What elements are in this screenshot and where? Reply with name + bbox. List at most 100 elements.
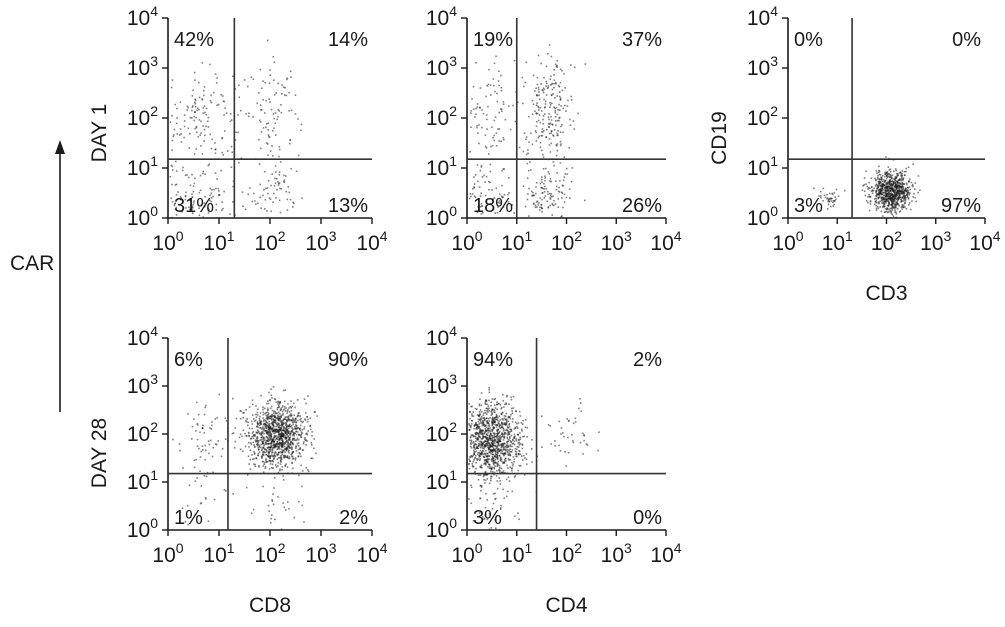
event-dot: [275, 419, 277, 421]
event-dot: [297, 399, 299, 401]
event-dot: [473, 453, 475, 455]
event-dot: [481, 405, 483, 407]
event-dot: [204, 135, 206, 137]
event-dot: [473, 459, 475, 461]
event-dot: [497, 434, 499, 436]
event-dot: [538, 120, 540, 122]
event-dot: [878, 183, 880, 185]
event-dot: [562, 207, 564, 209]
event-dot: [494, 421, 496, 423]
event-dot: [299, 415, 301, 417]
x-axis-label: CD4: [545, 594, 587, 617]
event-dot: [506, 449, 508, 451]
event-dot: [481, 392, 483, 394]
event-dot: [483, 424, 485, 426]
event-dot: [523, 151, 525, 153]
event-dot: [884, 205, 886, 207]
event-dot: [208, 440, 210, 442]
event-dot: [258, 92, 260, 94]
event-dot: [199, 470, 201, 472]
event-dot: [192, 90, 194, 92]
event-dot: [292, 442, 294, 444]
event-dot: [518, 519, 520, 521]
event-dot: [215, 209, 217, 211]
event-dot: [216, 104, 218, 106]
event-dot: [500, 457, 502, 459]
event-dot: [264, 208, 266, 210]
event-dot: [314, 438, 316, 440]
event-dot: [496, 401, 498, 403]
event-dot: [276, 401, 278, 403]
event-dot: [475, 62, 477, 64]
event-dot: [275, 423, 277, 425]
event-dot: [240, 449, 242, 451]
event-dot: [476, 127, 478, 129]
event-dot: [222, 208, 224, 210]
event-dot: [890, 169, 892, 171]
event-dot: [587, 444, 589, 446]
event-dot: [550, 132, 552, 134]
event-dot: [280, 463, 282, 465]
event-dot: [473, 466, 475, 468]
event-dot: [289, 447, 291, 449]
quadrant-lower-right: 13%: [328, 195, 368, 217]
event-dot: [231, 166, 233, 168]
event-dot: [485, 471, 487, 473]
event-dot: [555, 110, 557, 112]
event-dot: [211, 193, 213, 195]
event-dot: [486, 461, 488, 463]
event-dot: [510, 441, 512, 443]
event-dot: [519, 442, 521, 444]
event-dot: [472, 411, 474, 413]
event-dot: [194, 153, 196, 155]
event-dot: [507, 441, 509, 443]
quadrant-lower-left: 18%: [473, 195, 513, 217]
event-dot: [823, 188, 825, 190]
event-dot: [498, 422, 500, 424]
event-dot: [573, 442, 575, 444]
event-dot: [832, 202, 834, 204]
event-dot: [551, 193, 553, 195]
event-dot: [542, 192, 544, 194]
event-dot: [265, 421, 267, 423]
event-dot: [226, 420, 228, 422]
x-tick-label: 101: [203, 228, 234, 255]
event-dot: [484, 463, 486, 465]
event-dot: [498, 421, 500, 423]
event-dot: [494, 409, 496, 411]
event-dot: [556, 65, 558, 67]
event-dot: [541, 110, 543, 112]
event-dot: [882, 181, 884, 183]
event-dot: [281, 421, 283, 423]
event-dot: [514, 437, 516, 439]
event-dot: [279, 402, 281, 404]
event-dot: [882, 206, 884, 208]
x-tick-label: 102: [254, 228, 285, 255]
quadrant-lower-left: 3%: [473, 507, 502, 529]
event-dot: [557, 114, 559, 116]
event-dot: [508, 106, 510, 108]
x-tick-label: 103: [601, 540, 632, 567]
event-dot: [212, 456, 214, 458]
event-dot: [560, 97, 562, 99]
event-dot: [559, 117, 561, 119]
event-dot: [564, 176, 566, 178]
event-dot: [496, 426, 498, 428]
event-dot: [557, 206, 559, 208]
event-dot: [558, 85, 560, 87]
event-dot: [269, 460, 271, 462]
event-dot: [478, 479, 480, 481]
event-dot: [555, 203, 557, 205]
event-dot: [494, 135, 496, 137]
event-dot: [526, 154, 528, 156]
x-tick-label: 102: [551, 228, 582, 255]
event-dot: [189, 147, 191, 149]
event-dot: [256, 441, 258, 443]
event-dot: [268, 435, 270, 437]
plot-5: 10010010110110210210310310410494%2%3%0%C…: [426, 323, 682, 617]
event-dot: [288, 92, 290, 94]
event-dot: [271, 441, 273, 443]
event-dot: [517, 427, 519, 429]
event-dot: [250, 459, 252, 461]
event-dot: [495, 462, 497, 464]
